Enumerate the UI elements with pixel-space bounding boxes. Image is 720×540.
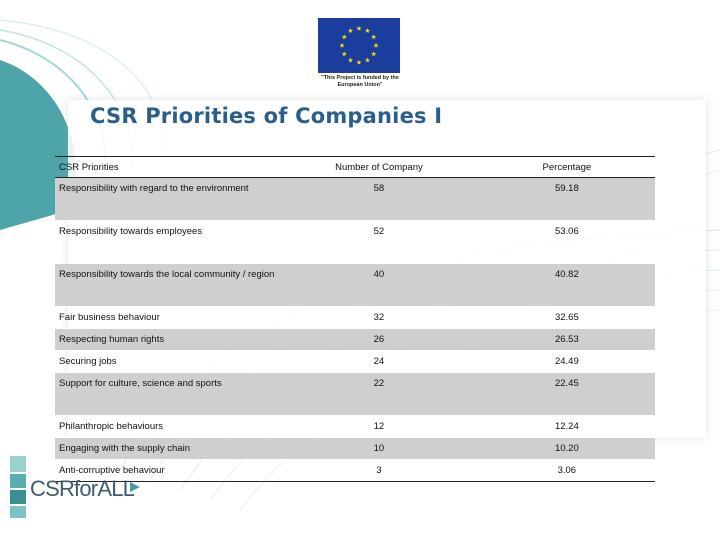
- percentage-cell: 32.65: [478, 306, 655, 329]
- percentage-cell: 10.20: [478, 437, 655, 460]
- percentage-cell: 59.18: [478, 177, 655, 221]
- priority-cell: Securing jobs: [55, 350, 280, 373]
- eu-caption: "This Project is funded by the European …: [321, 75, 399, 88]
- eu-star-icon: [341, 34, 347, 40]
- eu-star-icon: [371, 34, 377, 40]
- eu-star-icon: [371, 51, 377, 57]
- table-row: Support for culture, science and sports …: [55, 372, 655, 416]
- eu-star-icon: [373, 42, 379, 48]
- eu-funding-logo: "This Project is funded by the European …: [318, 18, 402, 89]
- percentage-cell: 40.82: [478, 263, 655, 307]
- csrforall-logo-icon: [10, 456, 140, 518]
- priority-cell: Responsibility towards employees: [55, 220, 280, 264]
- csrforall-logo-text: CSRforALL: [30, 476, 135, 501]
- count-cell: 32: [279, 306, 479, 329]
- header-number-of-company: Number of Company: [279, 156, 479, 178]
- table-row: Responsibility towards the local communi…: [55, 263, 655, 307]
- table-row: Fair business behaviour 32 32.65: [55, 306, 655, 329]
- table-row: Respecting human rights 26 26.53: [55, 328, 655, 351]
- priority-cell: Support for culture, science and sports: [55, 372, 280, 416]
- count-cell: 24: [279, 350, 479, 373]
- eu-star-icon: [364, 57, 371, 63]
- eu-star-icon: [347, 27, 354, 34]
- priority-cell: Responsibility with regard to the enviro…: [55, 177, 280, 221]
- percentage-cell: 24.49: [478, 350, 655, 373]
- eu-star-icon: [341, 51, 347, 57]
- csr-priorities-table: CSR Priorities Number of Company Percent…: [55, 156, 655, 482]
- eu-flag-icon: [318, 18, 400, 73]
- table-row: Anti-corruptive behaviour 3 3.06: [55, 459, 655, 482]
- table-header-row: CSR Priorities Number of Company Percent…: [55, 156, 655, 178]
- priority-cell: Engaging with the supply chain: [55, 437, 280, 460]
- table-row: Responsibility with regard to the enviro…: [55, 177, 655, 221]
- eu-star-icon: [347, 57, 354, 63]
- percentage-cell: 22.45: [478, 372, 655, 416]
- percentage-cell: 26.53: [478, 328, 655, 351]
- count-cell: 52: [279, 220, 479, 264]
- count-cell: 22: [279, 372, 479, 416]
- percentage-cell: 53.06: [478, 220, 655, 264]
- priority-cell: Fair business behaviour: [55, 306, 280, 329]
- count-cell: 40: [279, 263, 479, 307]
- priority-cell: Respecting human rights: [55, 328, 280, 351]
- slide-title: CSR Priorities of Companies I: [90, 104, 443, 128]
- eu-star-icon: [356, 59, 362, 65]
- priority-cell: Anti-corruptive behaviour: [55, 459, 280, 482]
- header-csr-priorities: CSR Priorities: [55, 156, 280, 178]
- table-row: Engaging with the supply chain 10 10.20: [55, 437, 655, 460]
- priority-cell: Philanthropic behaviours: [55, 415, 280, 438]
- priority-cell: Responsibility towards the local communi…: [55, 263, 280, 307]
- table-row: Philanthropic behaviours 12 12.24: [55, 415, 655, 438]
- header-percentage: Percentage: [478, 156, 655, 178]
- count-cell: 3: [279, 459, 479, 482]
- eu-star-icon: [339, 42, 345, 48]
- table-row: Securing jobs 24 24.49: [55, 350, 655, 373]
- count-cell: 26: [279, 328, 479, 351]
- percentage-cell: 3.06: [478, 459, 655, 482]
- table-row: Responsibility towards employees 52 53.0…: [55, 220, 655, 264]
- count-cell: 12: [279, 415, 479, 438]
- percentage-cell: 12.24: [478, 415, 655, 438]
- count-cell: 58: [279, 177, 479, 221]
- count-cell: 10: [279, 437, 479, 460]
- eu-star-icon: [356, 25, 362, 31]
- eu-star-icon: [364, 27, 371, 34]
